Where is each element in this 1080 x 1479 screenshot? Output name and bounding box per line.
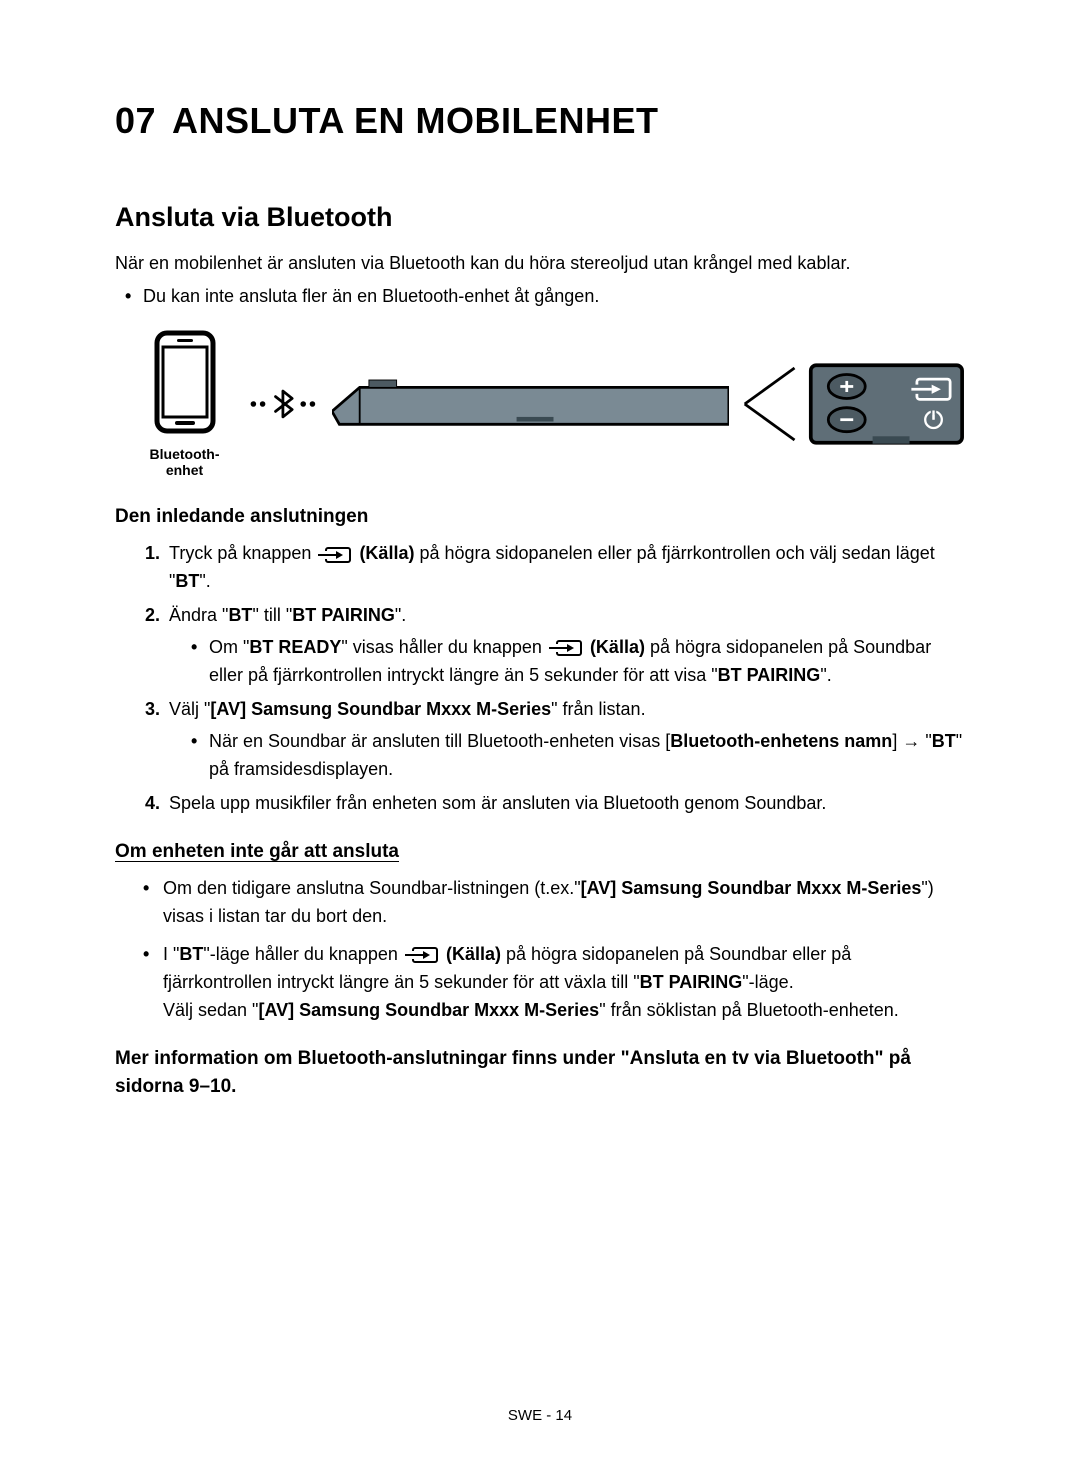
zoom-lines-icon (741, 359, 796, 449)
page-footer: SWE - 14 (0, 1407, 1080, 1424)
bluetooth-signal-icon (246, 384, 320, 424)
chapter-title-text: ANSLUTA EN MOBILENHET (172, 100, 658, 141)
troubleshoot-item-1: Om den tidigare anslutna Soundbar-listni… (143, 875, 965, 931)
troubleshoot-item-2: I "BT"-läge håller du knappen (Källa) på… (143, 941, 965, 1025)
step-1: 1. Tryck på knappen (Källa) på högra sid… (145, 540, 965, 596)
step-2-sub-list: Om "BT READY" visas håller du knappen (K… (191, 634, 965, 690)
closing-note: Mer information om Bluetooth-anslutninga… (115, 1045, 965, 1102)
subsection-2-title: Om enheten inte går att ansluta (115, 841, 965, 863)
step-4: 4. Spela upp musikfiler från enheten som… (145, 790, 965, 818)
chapter-title: 07 ANSLUTA EN MOBILENHET (115, 100, 965, 142)
step-2-sub-item: Om "BT READY" visas håller du knappen (K… (191, 634, 965, 690)
steps-list: 1. Tryck på knappen (Källa) på högra sid… (145, 540, 965, 817)
troubleshoot-list: Om den tidigare anslutna Soundbar-listni… (143, 875, 965, 1024)
step-3-sub-item: När en Soundbar är ansluten till Bluetoo… (191, 728, 965, 784)
source-icon (405, 946, 439, 964)
step-3-sub-list: När en Soundbar är ansluten till Bluetoo… (191, 728, 965, 784)
connection-diagram: Bluetooth-enhet (135, 329, 965, 478)
phone-label: Bluetooth-enhet (135, 446, 234, 478)
side-panel-icon (808, 359, 965, 449)
subsection-1-title: Den inledande anslutningen (115, 506, 965, 528)
phone-group: Bluetooth-enhet (135, 329, 234, 478)
source-icon (318, 546, 352, 564)
intro-paragraph: När en mobilenhet är ansluten via Blueto… (115, 251, 965, 276)
phone-icon (153, 329, 217, 435)
step-3: 3. Välj "[AV] Samsung Soundbar Mxxx M-Se… (145, 696, 965, 784)
intro-bullet-list: Du kan inte ansluta fler än en Bluetooth… (143, 284, 965, 309)
chapter-number: 07 (115, 100, 156, 141)
step-2: 2. Ändra "BT" till "BT PAIRING". Om "BT … (145, 602, 965, 690)
soundbar-icon (332, 374, 729, 434)
source-icon (549, 639, 583, 657)
section-title: Ansluta via Bluetooth (115, 202, 965, 233)
intro-bullet-item: Du kan inte ansluta fler än en Bluetooth… (143, 284, 965, 309)
